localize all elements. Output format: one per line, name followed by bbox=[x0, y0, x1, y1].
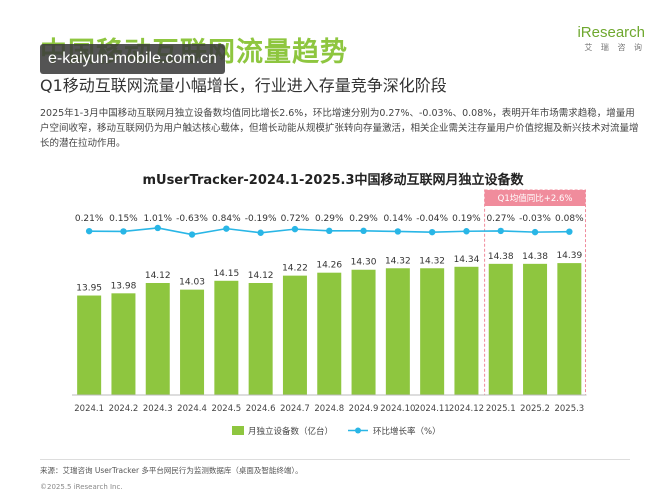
bar-2025.2 bbox=[523, 263, 548, 395]
rate-value-label: 0.27% bbox=[486, 214, 515, 224]
chart-legend: 月独立设备数（亿台） 环比增长率（%） bbox=[232, 426, 441, 437]
bar-value-label: 13.98 bbox=[111, 281, 137, 291]
bar-2025.3 bbox=[557, 263, 582, 395]
x-tick-label: 2024.6 bbox=[246, 404, 276, 414]
rate-value-label: -0.04% bbox=[416, 214, 448, 224]
rate-value-label: 0.15% bbox=[109, 214, 138, 224]
rate-point-2024.11 bbox=[428, 228, 436, 236]
rate-point-2025.3 bbox=[566, 228, 573, 235]
legend-bar-swatch bbox=[232, 426, 244, 435]
rate-value-label: 0.72% bbox=[281, 214, 310, 224]
bar-series: 13.95 13.98 14.12 14.03 14.15 14.12 14.22 14.26… bbox=[72, 251, 587, 396]
rate-series: 0.21% 0.15% 1.01% -0.63% 0.84% -0.19% 0.72% 0.2… bbox=[75, 214, 584, 238]
page-subtitle: Q1移动互联网流量小幅增长，行业进入存量竞争深化阶段 bbox=[40, 76, 447, 95]
logo-subtext: 艾 瑞 咨 询 bbox=[584, 43, 645, 52]
x-tick-label: 2025.3 bbox=[554, 404, 584, 414]
rate-point-2024.1 bbox=[85, 227, 93, 235]
rate-point-2024.5 bbox=[223, 225, 230, 232]
bar-value-label: 14.26 bbox=[316, 261, 342, 271]
bar-2024.11 bbox=[420, 268, 445, 395]
x-tick-label: 2025.2 bbox=[520, 404, 550, 414]
x-tick-label: 2024.4 bbox=[177, 404, 207, 414]
rate-point-2024.2 bbox=[120, 228, 127, 235]
bar-value-label: 14.22 bbox=[282, 264, 308, 274]
bar-2024.10 bbox=[385, 268, 410, 395]
rate-point-2024.9 bbox=[360, 227, 367, 235]
bar-2025.1 bbox=[488, 263, 513, 395]
x-tick-label: 2024.8 bbox=[314, 404, 344, 414]
chart-title: mUserTracker-2024.1-2025.3中国移动互联网月独立设备数 bbox=[142, 172, 524, 188]
copyright-text: ©2025.5 iResearch Inc. bbox=[40, 483, 123, 491]
rate-point-2024.6 bbox=[257, 229, 264, 236]
bar-value-label: 14.32 bbox=[419, 256, 445, 266]
rate-value-label: 0.29% bbox=[349, 214, 378, 224]
summary-paragraph: 2025年1-3月中国移动互联网月独立设备数均值同比增长2.6%，环比增速分别为… bbox=[40, 108, 639, 149]
x-tick-label: 2025.1 bbox=[486, 404, 516, 414]
footer-divider bbox=[40, 459, 630, 460]
rate-point-2024.4 bbox=[188, 231, 196, 238]
rate-point-2024.7 bbox=[291, 225, 299, 233]
rate-value-label: 1.01% bbox=[143, 214, 172, 224]
rate-value-label: -0.63% bbox=[176, 214, 208, 224]
bar-2024.7 bbox=[282, 275, 307, 395]
bar-2024.12 bbox=[454, 266, 479, 395]
logo-text: iResearch bbox=[577, 24, 645, 41]
bar-value-label: 14.39 bbox=[556, 251, 582, 261]
bar-value-label: 14.30 bbox=[351, 258, 377, 268]
bar-value-label: 14.15 bbox=[213, 269, 239, 279]
rate-value-label: 0.19% bbox=[452, 214, 481, 224]
bar-value-label: 14.03 bbox=[179, 278, 205, 288]
rate-point-2025.2 bbox=[531, 228, 539, 236]
x-tick-label: 2024.5 bbox=[211, 404, 241, 414]
x-tick-label: 2024.2 bbox=[109, 404, 139, 414]
x-tick-label: 2024.10 bbox=[380, 404, 415, 414]
rate-value-label: -0.19% bbox=[245, 214, 277, 224]
bar-value-label: 14.38 bbox=[488, 252, 514, 262]
rate-value-label: 0.84% bbox=[212, 214, 241, 224]
bar-value-label: 14.12 bbox=[145, 271, 171, 281]
bar-2024.2 bbox=[111, 293, 136, 395]
legend-line-label: 环比增长率（%） bbox=[373, 426, 441, 437]
x-tick-label: 2024.11 bbox=[415, 404, 450, 414]
annotation-label: Q1均值同比+2.6% bbox=[498, 193, 573, 204]
x-axis-ticks: 2024.1 2024.2 2024.3 2024.4 2024.5 2024.6 2024… bbox=[74, 404, 584, 414]
x-tick-label: 2024.9 bbox=[349, 404, 379, 414]
rate-value-label: 0.21% bbox=[75, 214, 104, 224]
annotation-tag bbox=[484, 190, 586, 206]
bar-2024.3 bbox=[145, 283, 170, 395]
rate-point-2024.10 bbox=[394, 228, 402, 235]
brand-logo: iResearch 艾 瑞 咨 询 bbox=[577, 24, 645, 53]
rate-value-label: 0.14% bbox=[384, 214, 413, 224]
bar-value-label: 14.34 bbox=[454, 255, 480, 265]
x-tick-label: 2024.1 bbox=[74, 404, 104, 414]
bar-value-label: 14.38 bbox=[522, 252, 548, 262]
rate-value-label: -0.03% bbox=[519, 214, 551, 224]
legend-line-marker bbox=[355, 427, 361, 434]
bar-2024.5 bbox=[214, 280, 239, 395]
x-tick-label: 2024.12 bbox=[449, 404, 484, 414]
legend-bar-label: 月独立设备数（亿台） bbox=[248, 426, 333, 437]
rate-value-label: 0.29% bbox=[315, 214, 344, 224]
rate-point-2024.3 bbox=[154, 224, 161, 232]
bar-2024.1 bbox=[77, 295, 102, 395]
bar-2024.9 bbox=[351, 269, 376, 395]
bar-2024.6 bbox=[248, 283, 273, 395]
rate-point-2024.8 bbox=[326, 227, 333, 235]
bar-2024.8 bbox=[317, 272, 342, 395]
x-tick-label: 2024.3 bbox=[143, 404, 173, 414]
x-tick-label: 2024.7 bbox=[280, 404, 310, 414]
rate-point-2025.1 bbox=[497, 227, 504, 235]
bar-value-label: 14.12 bbox=[248, 271, 274, 281]
bar-value-label: 14.32 bbox=[385, 256, 411, 266]
rate-point-2024.12 bbox=[463, 228, 470, 235]
bar-value-label: 13.95 bbox=[76, 284, 102, 294]
watermark-banner: e-kaiyun-mobile.com.cn bbox=[40, 44, 225, 74]
rate-value-label: 0.08% bbox=[555, 214, 584, 224]
device-count-chart: mUserTracker-2024.1-2025.3中国移动互联网月独立设备数 … bbox=[72, 172, 587, 437]
bar-2024.4 bbox=[180, 289, 205, 395]
source-note: 来源：艾瑞咨询 UserTracker 多平台网民行为监测数据库（桌面及智能终端… bbox=[40, 466, 303, 475]
